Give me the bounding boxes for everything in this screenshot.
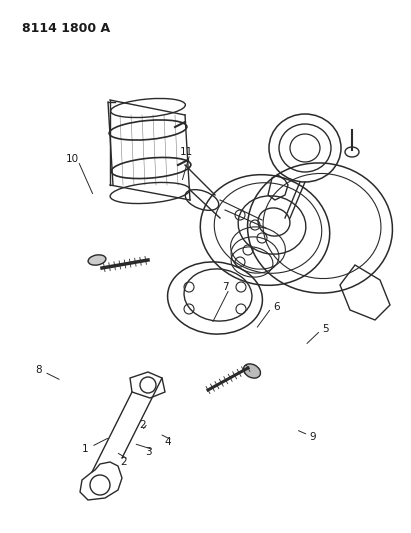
- Text: 2: 2: [140, 421, 146, 430]
- Text: 6: 6: [273, 302, 279, 312]
- Text: 10: 10: [65, 154, 79, 164]
- Text: 11: 11: [180, 147, 193, 157]
- Ellipse shape: [243, 364, 261, 378]
- Text: 2: 2: [120, 457, 127, 467]
- Text: 4: 4: [164, 438, 171, 447]
- Text: 1: 1: [82, 444, 89, 454]
- Text: 7: 7: [222, 282, 229, 292]
- Ellipse shape: [88, 255, 106, 265]
- Text: 3: 3: [145, 447, 152, 457]
- Text: 9: 9: [310, 432, 316, 442]
- Text: 8: 8: [36, 366, 42, 375]
- Text: 8114 1800 A: 8114 1800 A: [22, 22, 110, 35]
- Text: 5: 5: [323, 325, 329, 334]
